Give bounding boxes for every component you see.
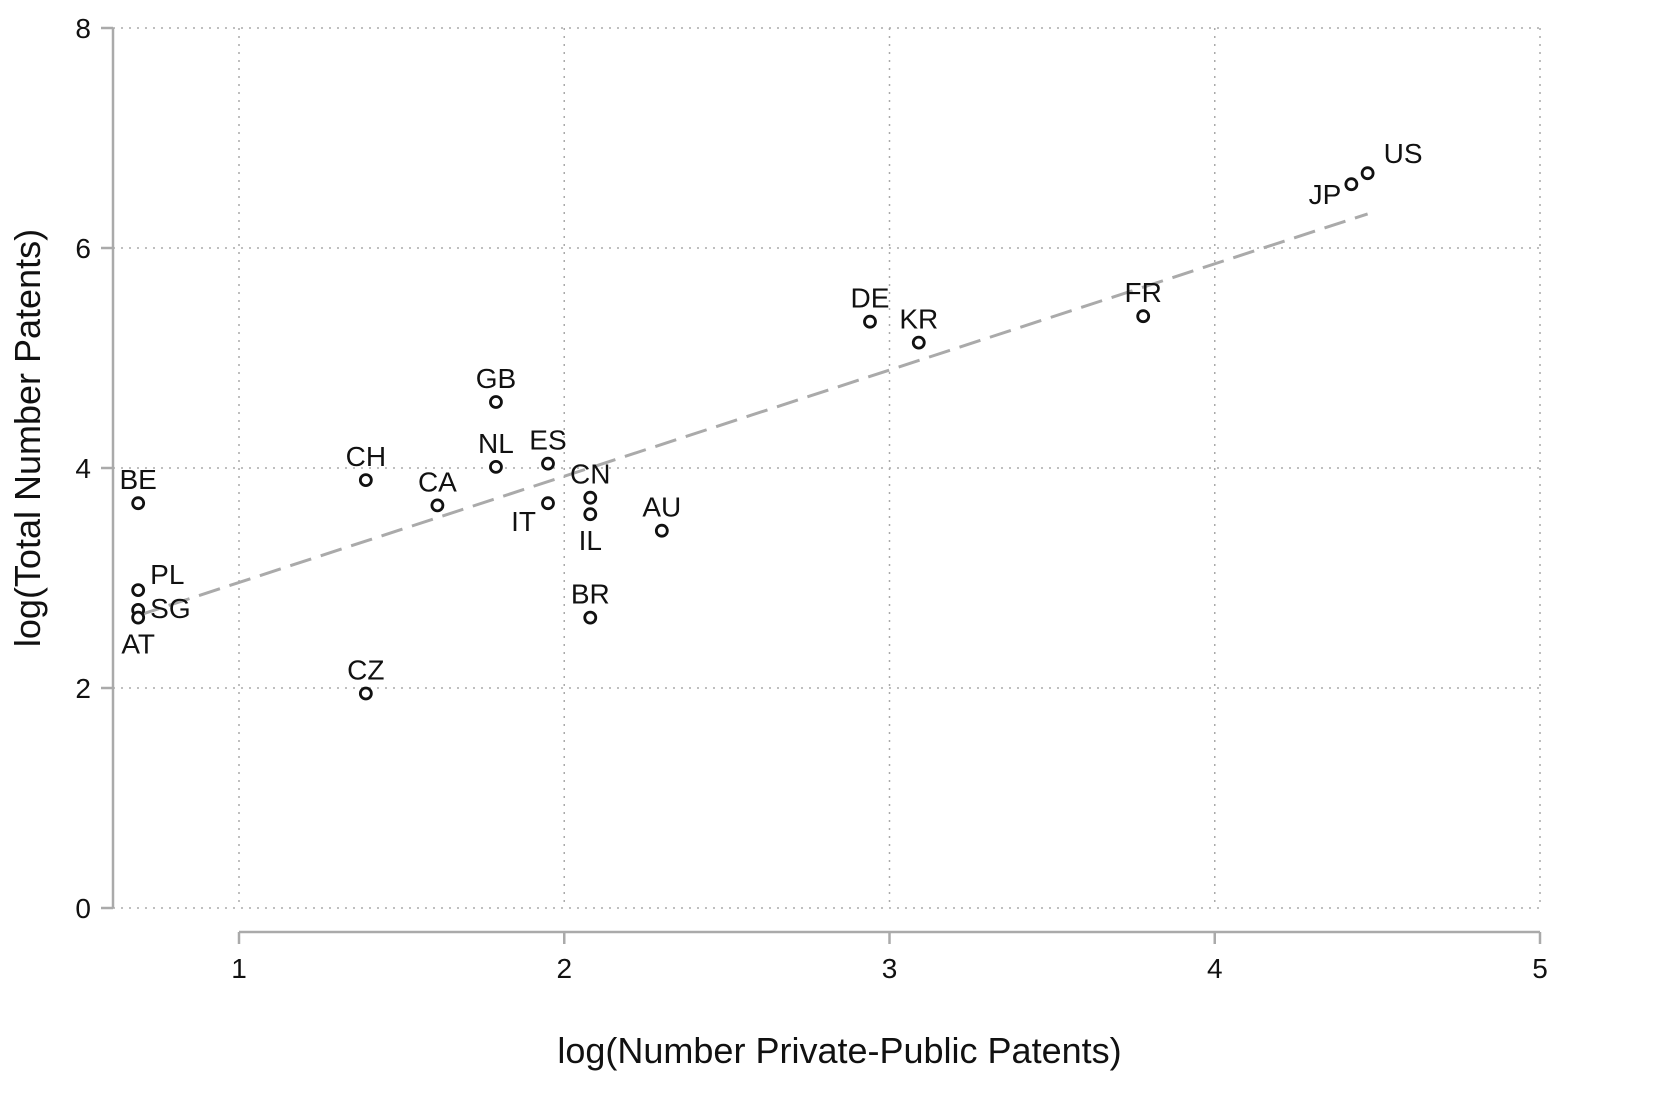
point-label-br: BR <box>571 579 610 610</box>
data-point-br <box>583 610 598 625</box>
data-point-cz <box>358 686 373 701</box>
y-axis-title: log(Total Number Patents) <box>7 229 48 647</box>
y-tick-label: 2 <box>75 673 91 704</box>
data-point-au <box>654 523 669 538</box>
data-point-nl <box>489 459 503 474</box>
point-label-de: DE <box>851 283 890 314</box>
grid-lines <box>113 27 1541 909</box>
x-tick-label: 2 <box>556 953 572 984</box>
point-label-gb: GB <box>476 363 516 394</box>
point-label-jp: JP <box>1309 179 1342 210</box>
data-point-gb <box>489 395 503 409</box>
point-label-ch: CH <box>346 441 386 472</box>
point-label-au: AU <box>642 492 681 523</box>
x-tick-label: 5 <box>1532 953 1548 984</box>
data-point-it <box>541 496 555 511</box>
x-tick-label: 3 <box>882 953 898 984</box>
point-label-sg: SG <box>150 593 190 624</box>
y-tick-label: 6 <box>75 233 91 264</box>
data-point-be <box>131 496 146 511</box>
fit-line-group <box>137 212 1369 617</box>
fit-line <box>137 212 1369 617</box>
y-tick-label: 0 <box>75 893 91 924</box>
data-point-jp <box>1344 177 1359 192</box>
data-point-pl <box>131 583 146 597</box>
data-point-at <box>131 610 146 625</box>
data-point-es <box>541 456 555 471</box>
data-points <box>131 166 1375 701</box>
x-axis-title: log(Number Private-Public Patents) <box>557 1030 1121 1071</box>
axes: 0 2 4 6 8 1 2 3 4 5 <box>75 13 1547 984</box>
point-label-es: ES <box>529 425 566 456</box>
point-label-fr: FR <box>1125 277 1162 308</box>
point-label-it: IT <box>511 506 536 537</box>
point-label-cz: CZ <box>347 655 384 686</box>
data-point-kr <box>911 335 926 350</box>
data-point-us <box>1360 166 1375 181</box>
x-tick-label: 1 <box>231 953 247 984</box>
y-tick-label: 8 <box>75 13 91 44</box>
data-point-cn <box>583 490 598 505</box>
data-point-ch <box>358 473 373 488</box>
point-label-us: US <box>1384 138 1423 169</box>
x-tick-label: 4 <box>1207 953 1223 984</box>
point-label-pl: PL <box>150 559 184 590</box>
point-label-cn: CN <box>570 459 610 490</box>
point-label-ca: CA <box>418 466 457 497</box>
point-label-kr: KR <box>899 304 938 335</box>
point-label-nl: NL <box>478 428 514 459</box>
point-label-at: AT <box>121 629 155 660</box>
data-point-de <box>863 314 877 329</box>
data-point-il <box>583 507 598 522</box>
data-point-ca <box>430 498 445 513</box>
point-label-il: IL <box>579 525 602 556</box>
point-label-be: BE <box>119 464 156 495</box>
y-tick-label: 4 <box>75 453 91 484</box>
data-point-fr <box>1136 309 1151 324</box>
